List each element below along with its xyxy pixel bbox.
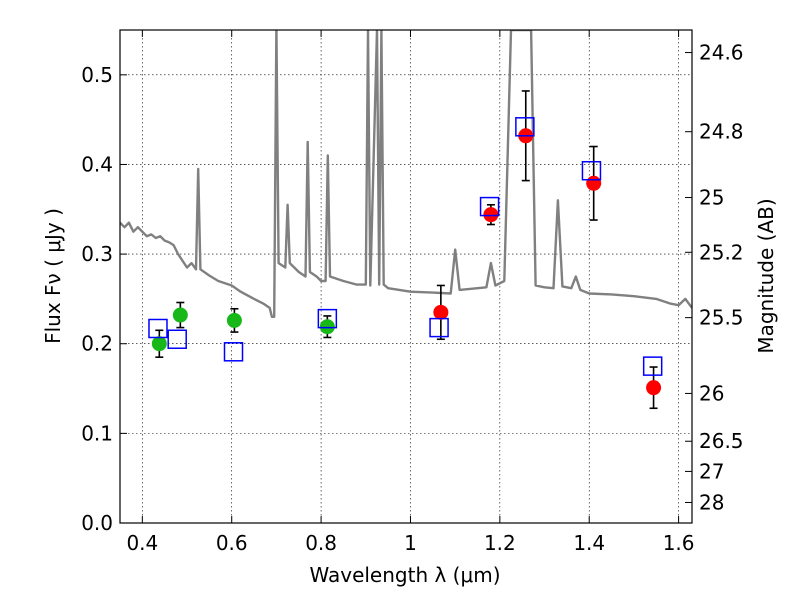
model-square	[515, 117, 535, 137]
right-tick-label: 26.5	[699, 429, 744, 453]
tick-labels: 0.4 0.6 0.8 1 1.2 1.4 1.6 0.0 0.1 0.2 0.3 0.4 0.5 24.…	[81, 41, 743, 555]
y-axis-label-right: Magnitude (AB)	[754, 198, 778, 353]
y-tick-label: 0.1	[81, 421, 113, 445]
data-point	[646, 380, 662, 396]
model-square	[429, 317, 449, 338]
y-tick-label: 0.2	[81, 332, 113, 356]
y-tick-label: 0.5	[81, 63, 113, 87]
y-tick-label: 0.3	[81, 242, 113, 266]
x-axis-label: Wavelength λ (μm)	[309, 563, 500, 587]
y-tick-label: 0.4	[81, 152, 113, 176]
right-tick-label: 25.5	[699, 306, 744, 330]
data-point	[172, 307, 188, 323]
model-square	[479, 196, 500, 217]
grid	[120, 30, 692, 524]
axis-ticks	[120, 30, 692, 524]
model-square	[317, 308, 338, 329]
model-square	[581, 160, 602, 181]
data-point	[586, 175, 602, 191]
x-tick-label: 0.8	[305, 531, 337, 555]
right-tick-label: 24.6	[699, 41, 744, 65]
right-tick-label: 27	[699, 459, 724, 483]
y-tick-label: 0.0	[81, 511, 113, 535]
x-tick-label: 1.4	[573, 531, 605, 555]
right-tick-label: 28	[699, 490, 724, 514]
x-tick-label: 1.6	[663, 531, 695, 555]
data-point	[433, 304, 449, 320]
plot-frame	[119, 29, 693, 524]
model-spectrum	[120, 30, 692, 318]
spectrum-line	[120, 30, 692, 318]
x-tick-label: 1.2	[484, 531, 516, 555]
right-tick-label: 25.2	[699, 240, 744, 264]
data-point	[319, 319, 335, 335]
x-tick-label: 0.4	[126, 531, 158, 555]
data-point	[226, 312, 242, 328]
right-tick-label: 24.8	[699, 120, 744, 144]
right-tick-label: 25	[699, 186, 724, 210]
model-square	[223, 342, 244, 362]
y-axis-label-left: Flux Fν ( μJy )	[41, 208, 65, 344]
data-point	[483, 207, 499, 223]
photometry-points	[148, 90, 663, 410]
model-square	[167, 329, 187, 349]
x-tick-label: 0.6	[216, 531, 248, 555]
data-point	[151, 336, 167, 352]
model-square	[642, 356, 663, 376]
right-tick-label: 26	[699, 381, 724, 405]
model-square	[148, 318, 168, 339]
x-tick-label: 1	[404, 531, 417, 555]
